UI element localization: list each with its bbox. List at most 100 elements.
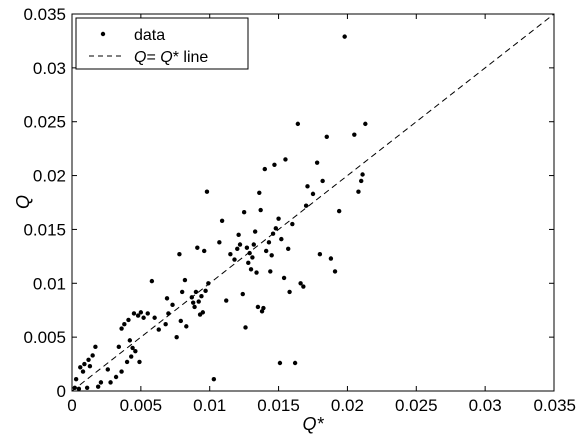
data-point-111 xyxy=(332,269,338,274)
data-point-96 xyxy=(286,246,291,252)
data-point-44 xyxy=(184,324,189,329)
x-tick-label-5: 0.025 xyxy=(395,396,438,415)
data-point-26 xyxy=(133,348,138,354)
data-point-71 xyxy=(246,260,251,266)
data-points xyxy=(72,34,368,392)
data-point-35 xyxy=(163,322,168,327)
data-point-60 xyxy=(219,218,225,224)
data-point-8 xyxy=(87,364,93,369)
legend: data Q= Q* line xyxy=(75,17,249,70)
y-tick-label-3: 0.015 xyxy=(23,220,66,239)
data-point-112 xyxy=(336,208,342,214)
data-point-46 xyxy=(190,300,196,305)
x-tick-label-0: 0 xyxy=(67,396,76,415)
data-point-103 xyxy=(303,203,309,208)
data-point-78 xyxy=(255,304,261,310)
data-point-73 xyxy=(248,267,254,272)
legend-box xyxy=(75,17,249,70)
data-point-94 xyxy=(281,275,287,281)
data-point-20 xyxy=(124,359,130,365)
data-point-9 xyxy=(90,353,95,358)
data-point-108 xyxy=(320,178,325,184)
data-point-17 xyxy=(119,369,124,374)
data-point-32 xyxy=(149,278,155,284)
data-point-107 xyxy=(317,252,323,257)
data-point-114 xyxy=(352,132,357,137)
data-point-86 xyxy=(268,269,273,274)
data-point-100 xyxy=(295,121,301,127)
data-point-33 xyxy=(152,315,157,320)
data-point-90 xyxy=(273,226,279,231)
data-point-82 xyxy=(261,305,266,311)
data-point-115 xyxy=(356,189,361,194)
data-point-15 xyxy=(113,374,119,380)
data-point-28 xyxy=(137,359,142,365)
data-point-11 xyxy=(95,384,101,389)
y-tick-labels: 0 0.005 0.01 0.015 0.02 0.025 0.03 0.035 xyxy=(23,5,66,401)
data-point-55 xyxy=(203,288,208,294)
y-axis-label-group: Q xyxy=(13,195,33,209)
data-point-18 xyxy=(119,326,124,331)
x-tick-label-3: 0.015 xyxy=(257,396,300,415)
data-point-19 xyxy=(122,322,127,327)
data-point-4 xyxy=(80,369,86,374)
plot-frame xyxy=(71,13,555,392)
data-point-12 xyxy=(98,380,104,385)
data-point-31 xyxy=(145,311,150,316)
legend-label-data: data xyxy=(134,27,165,44)
data-point-72 xyxy=(247,250,252,256)
y-tick-label-5: 0.025 xyxy=(23,113,66,132)
data-point-7 xyxy=(86,357,91,362)
data-point-37 xyxy=(166,311,171,316)
legend-marker-data xyxy=(100,31,106,37)
data-point-85 xyxy=(266,240,272,245)
data-point-69 xyxy=(243,325,248,330)
y-tick-label-0: 0 xyxy=(57,382,66,401)
y-tick-label-6: 0.03 xyxy=(33,59,66,78)
x-tick-label-1: 0.005 xyxy=(120,396,163,415)
x-tick-labels: 0 0.005 0.01 0.015 0.02 0.025 0.03 0.035 xyxy=(67,396,576,415)
data-point-80 xyxy=(258,207,263,213)
data-point-47 xyxy=(192,304,197,310)
reference-line-layer xyxy=(71,13,555,392)
data-point-59 xyxy=(217,240,222,245)
data-point-104 xyxy=(305,184,310,189)
data-point-105 xyxy=(310,191,316,197)
data-point-101 xyxy=(298,281,303,286)
y-tick-label-1: 0.005 xyxy=(23,328,66,347)
data-point-1 xyxy=(73,376,79,382)
data-point-70 xyxy=(244,245,250,250)
data-point-53 xyxy=(200,310,206,315)
data-point-27 xyxy=(135,313,141,318)
y-tick-label-4: 0.02 xyxy=(33,167,66,186)
data-point-97 xyxy=(287,289,292,295)
y-tick-label-7: 0.035 xyxy=(23,5,66,24)
data-point-102 xyxy=(301,284,306,289)
data-point-43 xyxy=(182,277,188,283)
data-point-25 xyxy=(131,311,137,316)
data-point-116 xyxy=(359,178,364,184)
data-point-16 xyxy=(116,344,122,350)
data-point-57 xyxy=(206,281,211,286)
data-point-30 xyxy=(141,315,146,320)
data-point-42 xyxy=(179,289,185,295)
data-point-74 xyxy=(250,255,255,260)
data-point-10 xyxy=(93,344,98,350)
data-point-41 xyxy=(178,318,183,324)
x-tick-label-6: 0.03 xyxy=(469,396,502,415)
data-point-95 xyxy=(283,157,288,162)
x-tick-label-7: 0.035 xyxy=(533,396,576,415)
data-point-40 xyxy=(177,252,182,257)
data-point-3 xyxy=(78,365,83,370)
data-point-58 xyxy=(211,376,217,382)
legend-label-line: Q= Q* line xyxy=(134,49,208,66)
data-point-93 xyxy=(279,236,284,242)
data-point-36 xyxy=(164,296,170,301)
data-point-79 xyxy=(257,190,262,196)
data-point-113 xyxy=(342,34,347,39)
data-point-98 xyxy=(290,221,295,227)
x-tick-label-4: 0.02 xyxy=(331,396,364,415)
data-point-56 xyxy=(204,189,210,194)
